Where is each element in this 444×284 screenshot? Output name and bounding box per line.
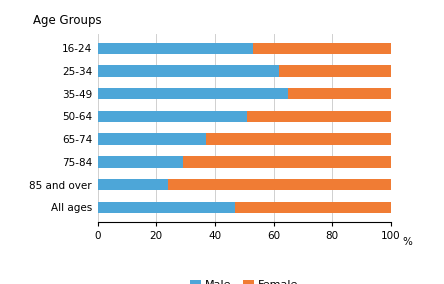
Bar	[98, 133, 206, 145]
Bar	[98, 65, 279, 77]
Bar	[98, 88, 288, 99]
Bar	[288, 88, 391, 99]
Bar	[98, 179, 168, 190]
Bar	[206, 133, 391, 145]
Text: Age Groups: Age Groups	[33, 14, 102, 27]
Bar	[235, 202, 391, 213]
Bar	[247, 111, 391, 122]
Bar	[98, 202, 235, 213]
Bar	[279, 65, 391, 77]
Text: %: %	[402, 237, 412, 247]
Bar	[98, 111, 247, 122]
Bar	[182, 156, 391, 168]
Legend: Male, Female: Male, Female	[190, 279, 299, 284]
Bar	[98, 156, 182, 168]
Bar	[253, 43, 391, 54]
Bar	[168, 179, 391, 190]
Bar	[98, 43, 253, 54]
